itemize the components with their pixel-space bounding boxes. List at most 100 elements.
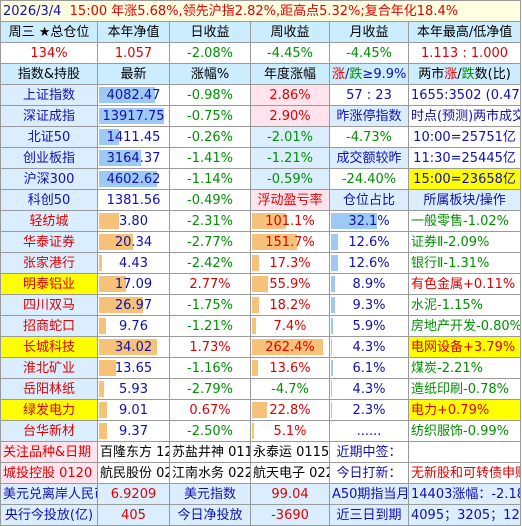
- holding-price: 3.80: [97, 210, 170, 232]
- holding-price-text: 5.93: [119, 381, 148, 397]
- holding-pnl-text: 17.3%: [269, 255, 311, 271]
- hdr-latest: 最新: [97, 63, 170, 85]
- holding-price: 4.43: [97, 252, 170, 274]
- holding-name: 四川双马: [0, 294, 98, 316]
- holding-change: 2.77%: [169, 273, 251, 295]
- account-value-0: 134%: [0, 42, 98, 64]
- hdr-index-holdings: 指数&持股: [0, 63, 98, 85]
- index-price: 1381.56: [97, 189, 170, 211]
- footer1-b: 6.9209: [97, 483, 170, 505]
- index-row[interactable]: 创业板指 3164.37 -1.41% -1.21% 成交额较昨 11:30=25445亿: [0, 147, 522, 169]
- index-ytd: 2.90%: [250, 105, 330, 127]
- holding-price: 9.76: [97, 315, 170, 337]
- holding-position: 12.6%: [329, 231, 409, 253]
- holding-name: 张家港行: [0, 252, 98, 274]
- holding-row[interactable]: 台华新材 9.37 -2.50% 5.1%...... 纺织服饰-0.99%: [0, 420, 522, 442]
- holding-row[interactable]: 绿发电力 9.01 0.67% 22.8% 2.3% 电力+0.79%: [0, 399, 522, 421]
- title-summary: 15:00 年涨5.68%,领先沪指2.82%,距高点5.32%;复合年化18.…: [69, 3, 459, 19]
- holding-price-text: 34.02: [114, 339, 153, 355]
- holding-row[interactable]: 明泰铝业 17.09 2.77% 55.9% 8.9% 有色金属+0.11%: [0, 273, 522, 295]
- holding-name: 华泰证券: [0, 231, 98, 253]
- index-row[interactable]: 深证成指 13917.75 -0.75% 2.90% 昨涨停指数 时点(预测)两市成交: [0, 105, 522, 127]
- account-value-2: -2.08%: [169, 42, 251, 64]
- index-price: 4082.47: [97, 84, 170, 106]
- holding-position: 4.3%: [329, 378, 409, 400]
- holding-price: 5.93: [97, 378, 170, 400]
- holding-pnl: 18.2%: [250, 294, 330, 316]
- holding-name: 招商蛇口: [0, 315, 98, 337]
- holding-row[interactable]: 四川双马 26.97 -1.75% 18.2% 9.3% 水泥-1.15%: [0, 294, 522, 316]
- holding-change: -1.21%: [169, 315, 251, 337]
- title-cell: 2026/3/4 15:00 年涨5.68%,领先沪指2.82%,距高点5.32…: [0, 0, 522, 22]
- holding-pnl-text: 22.8%: [269, 402, 311, 418]
- index-price-text: 4602.62: [106, 171, 161, 187]
- account-value-5: 1.113 : 1.000: [407, 42, 522, 64]
- holding-row[interactable]: 招商蛇口 9.76 -1.21% 7.4% 5.9% 房地产开发-0.80%: [0, 315, 522, 337]
- holding-sector: 银行Ⅱ-1.31%: [407, 252, 522, 274]
- holding-position: 5.9%: [329, 315, 409, 337]
- index-name: 科创50: [0, 189, 98, 211]
- hdr-limit: 涨/跌≥9.9%: [329, 63, 409, 85]
- index-change: -0.49%: [169, 189, 251, 211]
- holding-price: 20.34: [97, 231, 170, 253]
- index-ytd: 浮动盈亏率: [250, 189, 330, 211]
- holding-change: -2.42%: [169, 252, 251, 274]
- index-ytd: 2.86%: [250, 84, 330, 106]
- holding-pnl-text: 101.1%: [265, 213, 315, 229]
- footer1-d: 99.04: [250, 483, 330, 505]
- holding-row[interactable]: 轻纺城 3.80 -2.31% 101.1% 32.1% 一般零售-1.02%: [0, 210, 522, 232]
- holding-pnl: 13.6%: [250, 357, 330, 379]
- index-col6: 10:00=25751亿: [407, 126, 522, 148]
- holding-position: 4.3%: [329, 336, 409, 358]
- holding-pnl: 7.4%: [250, 315, 330, 337]
- holding-name: 长城科技: [0, 336, 98, 358]
- account-header-2: 日收益: [169, 21, 251, 43]
- holding-sector: 造纸印刷-0.78%: [407, 378, 522, 400]
- index-row[interactable]: 北证50 1411.45 -0.26% -2.01% -4.73% 10:00=25751…: [0, 126, 522, 148]
- index-col6: 15:00=23658亿: [407, 168, 522, 190]
- holding-change: -2.77%: [169, 231, 251, 253]
- index-row[interactable]: 沪深300 4602.62 -1.14% -0.59% -24.40% 15:00=236…: [0, 168, 522, 190]
- holding-sector: 房地产开发-0.80%: [407, 315, 522, 337]
- holding-price: 13.65: [97, 357, 170, 379]
- account-value-4: -4.45%: [329, 42, 409, 64]
- index-row[interactable]: 科创50 1381.56 -0.49% 浮动盈亏率 仓位占比 所属板块/操作: [0, 189, 522, 211]
- holding-pnl: 101.1%: [250, 210, 330, 232]
- holding-name: 明泰铝业: [0, 273, 98, 295]
- holding-position-text: 4.3%: [352, 381, 386, 397]
- holding-row[interactable]: 岳阳林纸 5.93 -2.79% -4.7% 4.3% 造纸印刷-0.78%: [0, 378, 522, 400]
- holding-change: -1.75%: [169, 294, 251, 316]
- hdr-change: 涨幅%: [169, 63, 251, 85]
- index-price-text: 13917.75: [102, 108, 165, 124]
- holding-sector: 电网设备+3.79%: [407, 336, 522, 358]
- account-header-row: 周三 ★总仓位 本年净值 日收益 周收益 月收益 本年最高/低净值: [0, 21, 522, 43]
- index-price: 4602.62: [97, 168, 170, 190]
- holding-pnl: 22.8%: [250, 399, 330, 421]
- holding-row[interactable]: 华泰证券 20.34 -2.77% 151.7% 12.6% 证券Ⅱ-2.09%: [0, 231, 522, 253]
- holding-position-text: 12.6%: [348, 234, 390, 250]
- index-row[interactable]: 上证指数 4082.47 -0.98% 2.86% 57 : 23 1655:3502 (…: [0, 84, 522, 106]
- holding-pnl: 17.3%: [250, 252, 330, 274]
- holding-row[interactable]: 张家港行 4.43 -2.42% 17.3% 12.6% 银行Ⅱ-1.31%: [0, 252, 522, 274]
- index-ytd: -0.59%: [250, 168, 330, 190]
- account-header-0: 周三 ★总仓位: [0, 21, 98, 43]
- holding-pnl-text: 151.7%: [265, 234, 315, 250]
- index-price-text: 4082.47: [106, 87, 161, 103]
- watch-item2-1: 江南水务 0224: [169, 462, 251, 484]
- footer1-c: 美元指数: [169, 483, 251, 505]
- holding-position: 8.9%: [329, 273, 409, 295]
- holding-row[interactable]: 淮北矿业 13.65 -1.16% 13.6% 6.1% 煤炭-2.21%: [0, 357, 522, 379]
- index-header-row: 指数&持股 最新 涨幅% 年度涨幅 涨/跌≥9.9% 两市涨/跌数(比): [0, 63, 522, 85]
- index-col6: 1655:3502 (0.47): [407, 84, 522, 106]
- holding-row[interactable]: 长城科技 34.02 1.73% 262.4% 4.3% 电网设备+3.79%: [0, 336, 522, 358]
- holding-position: 6.1%: [329, 357, 409, 379]
- holding-position-text: 4.3%: [352, 339, 386, 355]
- title-row: 2026/3/4 15:00 年涨5.68%,领先沪指2.82%,距高点5.32…: [0, 0, 522, 22]
- holding-price-text: 4.43: [119, 255, 148, 271]
- footer2-f: 4095；3205；12690: [407, 504, 522, 526]
- index-name: 上证指数: [0, 84, 98, 106]
- footer2-d: -3690: [250, 504, 330, 526]
- index-col6: 11:30=25445亿: [407, 147, 522, 169]
- holding-name: 岳阳林纸: [0, 378, 98, 400]
